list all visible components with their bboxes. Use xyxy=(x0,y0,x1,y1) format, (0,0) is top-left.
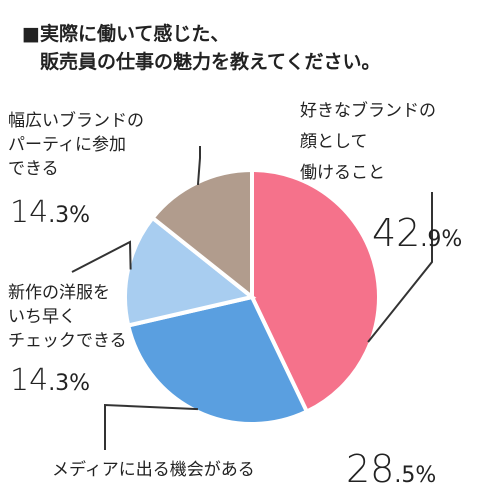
pie-slice-1 xyxy=(125,294,310,426)
slice-label-0: 好きなブランドの 顔として 働けること 42.9% xyxy=(300,100,462,255)
slice-2-value-dec: .3% xyxy=(48,371,90,396)
slice-2-label-line-2: いち早く xyxy=(8,307,76,327)
slice-1-label-line-1: メディアに出る機会がある xyxy=(52,459,255,480)
slice-0-value-int: 42 xyxy=(372,211,420,255)
leader-line-1 xyxy=(104,403,198,450)
slice-3-value-int: 14 xyxy=(10,195,48,230)
slice-3-label-line-1: 幅広いブランドの xyxy=(8,110,144,131)
slice-1-value: 28.5% xyxy=(346,447,436,491)
slice-3-value-dec: .3% xyxy=(48,203,90,228)
slice-1-value-int: 28 xyxy=(346,447,394,491)
slice-0-label-line-1: 好きなブランドの xyxy=(300,100,436,121)
slice-label-1: メディアに出る機会がある 28.5% xyxy=(52,447,436,491)
slice-2-value-int: 14 xyxy=(10,363,48,398)
slice-label-2: 新作の洋服を いち早く チェックできる 14.3% xyxy=(8,283,127,398)
slice-0-label-line-2: 顔として xyxy=(300,132,368,152)
slice-1-value-dec: .5% xyxy=(394,463,436,488)
slice-3-label-line-3: できる xyxy=(8,159,59,179)
slice-2-value: 14.3% xyxy=(10,363,90,398)
slice-3-value: 14.3% xyxy=(10,195,90,230)
leader-line-0 xyxy=(367,192,433,343)
slice-2-label-line-3: チェックできる xyxy=(8,331,127,351)
slice-3-label-line-2: パーティに参加 xyxy=(8,135,126,155)
slice-0-label-line-3: 働けること xyxy=(300,163,385,183)
chart-title-line-1: ■実際に働いて感じた、 xyxy=(22,22,229,45)
leader-line-2 xyxy=(71,240,132,273)
pie-slice-2 xyxy=(123,215,257,328)
slice-2-label-line-1: 新作の洋服を xyxy=(8,283,110,303)
pie-slice-0 xyxy=(250,167,381,415)
slice-0-value: 42.9% xyxy=(372,211,462,255)
pie-slices xyxy=(123,167,381,426)
leader-lines xyxy=(71,146,433,450)
pie-slice-3 xyxy=(149,167,254,302)
chart-title-line-2: 販売員の仕事の魅力を教えてください。 xyxy=(40,50,380,73)
slice-0-value-dec: .9% xyxy=(420,227,462,252)
slice-label-3: 幅広いブランドの パーティに参加 できる 14.3% xyxy=(8,110,144,230)
leader-line-3 xyxy=(196,146,201,185)
